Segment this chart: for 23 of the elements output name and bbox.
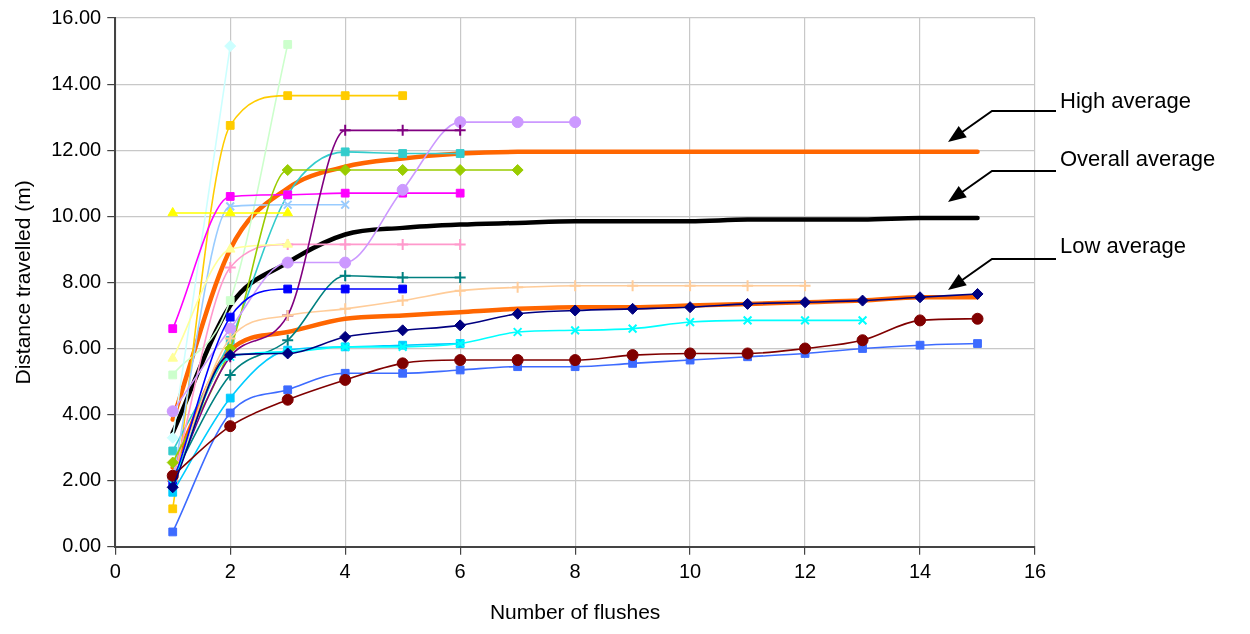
- text: Overall average: [1060, 146, 1216, 172]
- text: High average: [1060, 88, 1191, 114]
- text: Low average: [1060, 233, 1186, 259]
- x-tick-label: 14: [908, 560, 932, 583]
- y-tick-label: 16.00: [51, 5, 102, 28]
- x-tick-label: 4: [339, 560, 351, 583]
- x-axis-title: Number of flushes: [489, 600, 661, 624]
- y-tick-label: 12.00: [51, 137, 102, 160]
- x-tick-label: 16: [1023, 560, 1047, 583]
- y-tick-label: 0.00: [62, 534, 102, 557]
- x-tick-label: 0: [109, 560, 121, 583]
- x-tick-label: 10: [678, 560, 702, 583]
- y-tick-label: 6.00: [62, 336, 102, 359]
- y-tick-label: 4.00: [62, 402, 102, 425]
- x-tick-label: 12: [793, 560, 817, 583]
- y-tick-label: 2.00: [62, 468, 102, 491]
- x-tick-label: 2: [224, 560, 236, 583]
- x-tick-label: 6: [454, 560, 466, 583]
- y-axis-title: Distance travelled (m): [11, 180, 35, 385]
- y-tick-label: 14.00: [51, 71, 102, 94]
- x-tick-label: 8: [569, 560, 581, 583]
- y-tick-label: 10.00: [51, 203, 102, 226]
- y-tick-label: 8.00: [62, 269, 102, 292]
